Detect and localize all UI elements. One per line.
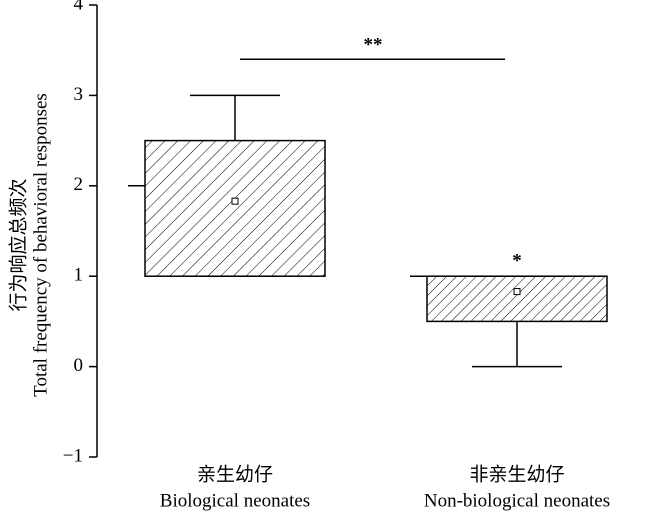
significance-label: ** <box>364 35 383 56</box>
y-tick-label: 1 <box>74 265 84 286</box>
x-tick-label: Non-biological neonates <box>424 490 610 511</box>
x-tick-label: Biological neonates <box>160 490 310 511</box>
y-tick-label: 4 <box>74 0 84 14</box>
y-tick-label: 0 <box>74 355 84 376</box>
annotation: * <box>512 250 522 271</box>
box <box>144 139 326 277</box>
x-tick-label: 非亲生幼仔 <box>469 463 564 485</box>
y-tick-label: 3 <box>74 84 84 105</box>
y-label: 行为响应总频次 <box>7 178 29 311</box>
x-tick-label: 亲生幼仔 <box>197 463 273 485</box>
y-tick-label: 2 <box>74 174 84 195</box>
y-label: Total frequency of behavioral responses <box>30 93 51 397</box>
mean <box>231 197 239 205</box>
y-tick-label: −1 <box>63 445 83 466</box>
mean <box>513 288 521 296</box>
box <box>426 275 608 323</box>
